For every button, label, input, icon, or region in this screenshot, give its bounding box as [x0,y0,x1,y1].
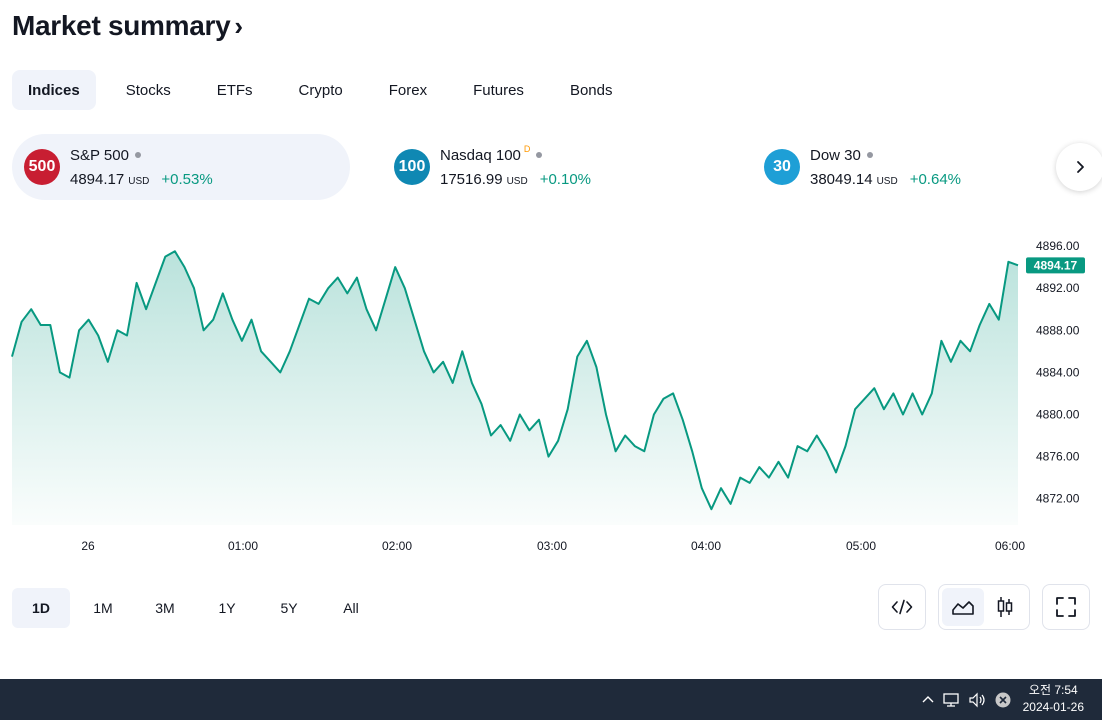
range-1d[interactable]: 1D [12,588,70,628]
range-1m[interactable]: 1M [93,600,113,616]
index-value: 4894.17 [70,170,125,188]
price-chart[interactable]: 4896.00 4892.00 4888.00 4884.00 4880.00 4876.… [0,225,1102,565]
y-tick-label: 4884.00 [1036,365,1080,379]
change-percent: +0.64% [909,170,961,188]
range-all[interactable]: All [343,600,359,616]
x-tick-label: 06:00 [995,539,1025,553]
range-3m[interactable]: 3M [155,600,175,616]
tab-crypto[interactable]: Crypto [298,81,343,99]
chevron-right-icon: › [234,10,243,41]
last-price-tag [1026,257,1085,274]
index-value: 17516.99 [440,170,503,188]
index-name: Dow 30 [810,146,861,164]
candlestick-icon [997,597,1013,617]
sp500-logo: 500 [24,149,60,185]
nasdaq100-logo: 100 [394,149,430,185]
range-5y[interactable]: 5Y [280,600,298,616]
index-name: Nasdaq 100 [440,146,521,164]
x-tick-label: 02:00 [382,539,412,553]
tab-forex[interactable]: Forex [388,81,428,99]
index-value: 38049.14 [810,170,873,188]
delayed-data-mark: D [523,144,531,154]
chart-style-toggle [938,584,1030,630]
volume-icon[interactable] [968,692,988,708]
embed-button[interactable] [878,584,926,630]
tab-indices[interactable]: Indices [12,70,96,110]
last-price-label: 4894.17 [1034,258,1078,272]
index-card-dow30[interactable]: 30 Dow 30 38049.14 USD +0.64% [752,134,1090,200]
currency-unit: USD [876,175,898,187]
y-tick-label: 4872.00 [1036,492,1080,506]
price-line [11,250,1019,511]
currency-unit: USD [506,175,528,187]
y-tick-label: 4880.00 [1036,407,1080,421]
index-cards: 500 S&P 500 4894.17 USD +0.53% 100 Nasda… [12,134,1102,200]
y-tick-label: 4892.00 [1036,281,1080,295]
y-tick-label: 4896.00 [1036,239,1080,253]
tab-bonds[interactable]: Bonds [569,81,613,99]
fullscreen-icon [1056,597,1076,617]
system-clock[interactable]: 오전 7:54 2024-01-26 [1023,682,1084,716]
time-range-selector: 1D 1M 3M 1Y 5Y All [12,588,384,628]
price-area-fill [12,251,1018,526]
change-percent: +0.53% [161,170,213,188]
chevron-up-icon[interactable] [920,692,936,708]
taskbar: 오전 7:54 2024-01-26 [0,679,1102,720]
clock-date: 2024-01-26 [1022,700,1084,714]
x-tick-label: 04:00 [691,539,721,553]
page-title[interactable]: Market summary › [12,10,243,42]
range-1y[interactable]: 1Y [218,600,236,616]
currency-unit: USD [128,175,150,187]
area-chart-button[interactable] [942,588,984,626]
market-status-dot-icon [866,152,873,158]
code-icon [891,599,913,615]
x-tick-label: 01:00 [228,539,258,553]
close-circle-icon[interactable] [994,691,1012,709]
change-percent: +0.10% [539,170,591,188]
index-name: S&P 500 [70,146,129,164]
market-status-dot-icon [134,152,141,158]
y-tick-label: 4876.00 [1036,450,1080,464]
chevron-right-icon [1077,161,1084,173]
dow30-logo: 30 [764,149,800,185]
tab-futures[interactable]: Futures [473,81,524,99]
page-title-text: Market summary [12,10,231,41]
tab-stocks[interactable]: Stocks [125,81,171,99]
index-card-sp500[interactable]: 500 S&P 500 4894.17 USD +0.53% [12,134,350,200]
fullscreen-button[interactable] [1042,584,1090,630]
x-tick-label: 03:00 [537,539,567,553]
clock-time: 오전 7:54 [1028,683,1078,697]
network-icon[interactable] [942,692,962,708]
category-tabs: Indices Stocks ETFs Crypto Forex Futures… [12,70,642,110]
index-card-nasdaq100[interactable]: 100 Nasdaq 100 D 17516.99 USD +0.10% [382,134,720,200]
x-tick-label: 05:00 [846,539,876,553]
market-status-dot-icon [536,152,543,158]
x-tick-label: 26 [81,539,95,553]
y-tick-label: 4888.00 [1036,323,1080,337]
next-cards-button[interactable] [1056,143,1102,191]
candlestick-chart-button[interactable] [984,588,1026,626]
tab-etfs[interactable]: ETFs [216,81,253,99]
system-tray [920,679,1012,720]
area-chart-icon [952,601,974,615]
